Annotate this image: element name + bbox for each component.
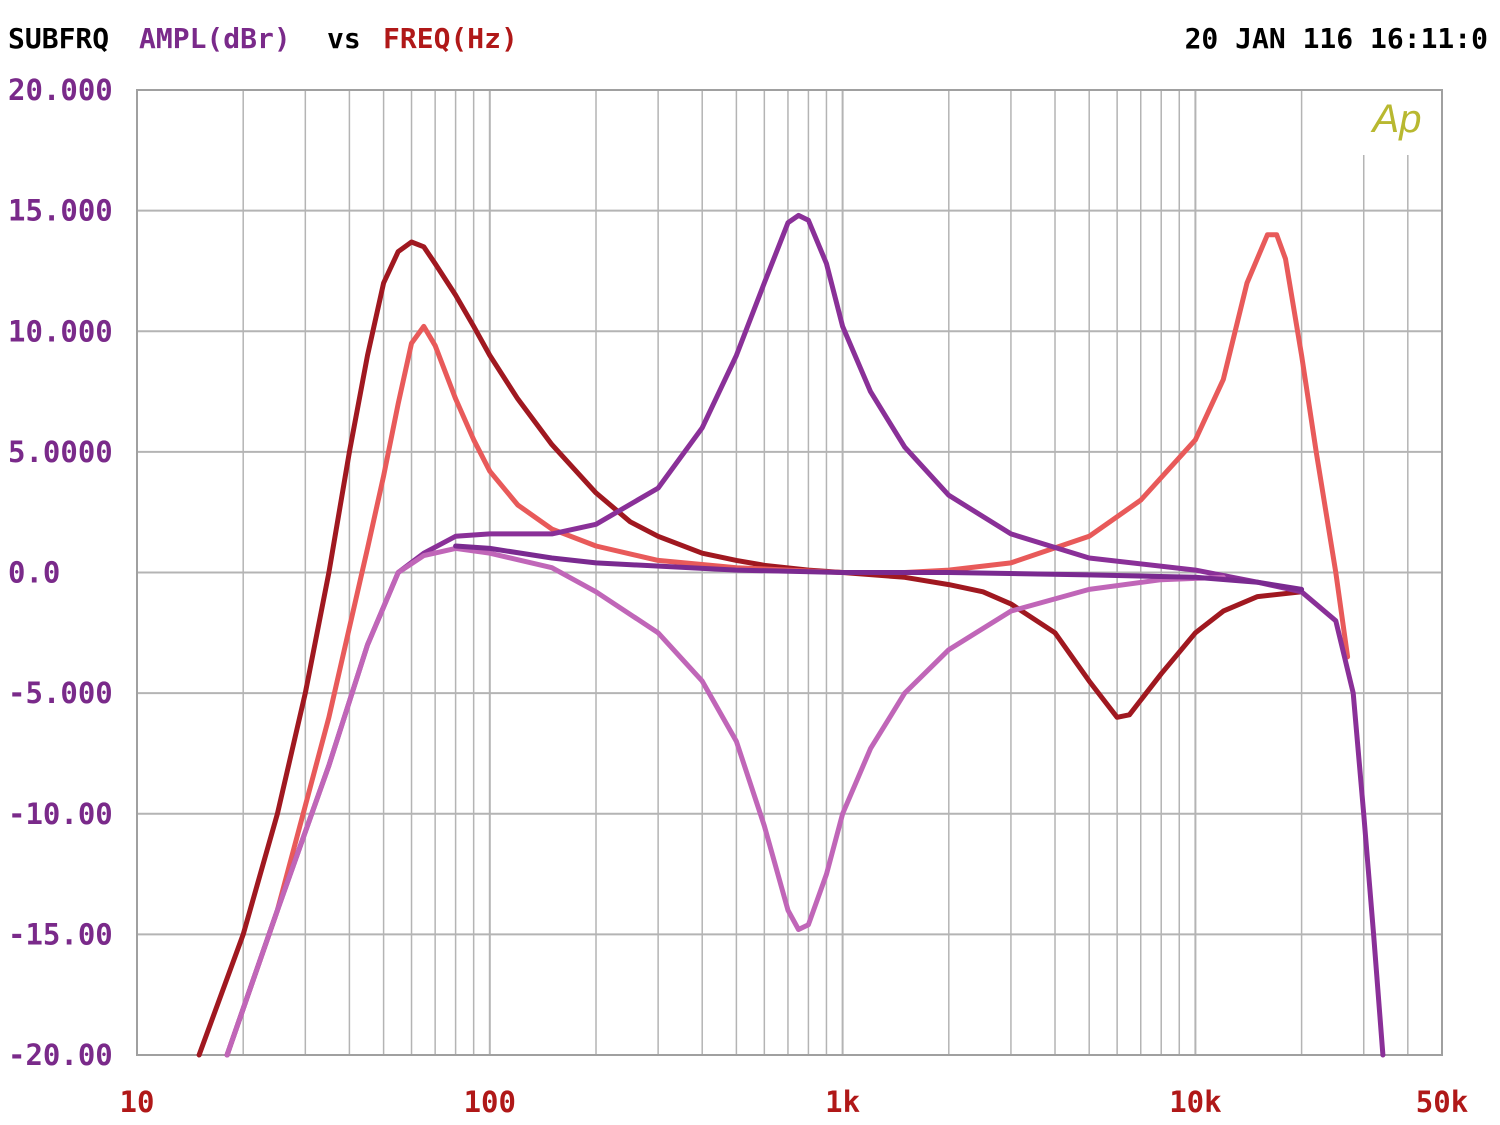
series-layer bbox=[196, 212, 1386, 1058]
ap-logo: Ap bbox=[1371, 97, 1422, 141]
header-timestamp: 20 JAN 116 16:11:0 bbox=[1185, 22, 1488, 55]
series-line-4 bbox=[224, 545, 1226, 1058]
y-tick-label: -15.00 bbox=[8, 917, 113, 951]
x-tick-label: 100 bbox=[464, 1085, 516, 1119]
x-tick-label: 10 bbox=[120, 1085, 155, 1119]
header-x-quantity: FREQ(Hz) bbox=[383, 22, 518, 55]
y-tick-label: 0.0 bbox=[8, 556, 60, 590]
x-tick-labels: 10 100 1k 10k 50k bbox=[120, 1085, 1469, 1119]
y-tick-labels: 20.000 15.000 10.000 5.0000 0.0 -5.000 -10.00 -… bbox=[8, 73, 113, 1072]
x-tick-label: 1k bbox=[825, 1085, 860, 1119]
x-tick-label: 10k bbox=[1169, 1085, 1221, 1119]
y-tick-label: -10.00 bbox=[8, 797, 113, 831]
series-line-1 bbox=[196, 239, 1305, 1058]
header-y-quantity: AMPL(dBr) bbox=[139, 22, 291, 55]
y-tick-label: 5.0000 bbox=[8, 435, 113, 469]
series-line-5 bbox=[453, 543, 1305, 592]
header-vs: vs bbox=[327, 22, 361, 55]
x-tick-label: 50k bbox=[1416, 1085, 1468, 1119]
y-tick-label: 20.000 bbox=[8, 73, 113, 107]
y-tick-label: -5.000 bbox=[8, 676, 113, 710]
chart-header: SUBFRQ AMPL(dBr) vs FREQ(Hz) 20 JAN 116 … bbox=[8, 22, 1488, 55]
y-tick-label: 15.000 bbox=[8, 194, 113, 228]
header-prefix: SUBFRQ bbox=[8, 22, 109, 55]
y-tick-label: -20.00 bbox=[8, 1038, 113, 1072]
plot-frame bbox=[136, 89, 1443, 1056]
y-tick-label: 10.000 bbox=[8, 314, 113, 348]
